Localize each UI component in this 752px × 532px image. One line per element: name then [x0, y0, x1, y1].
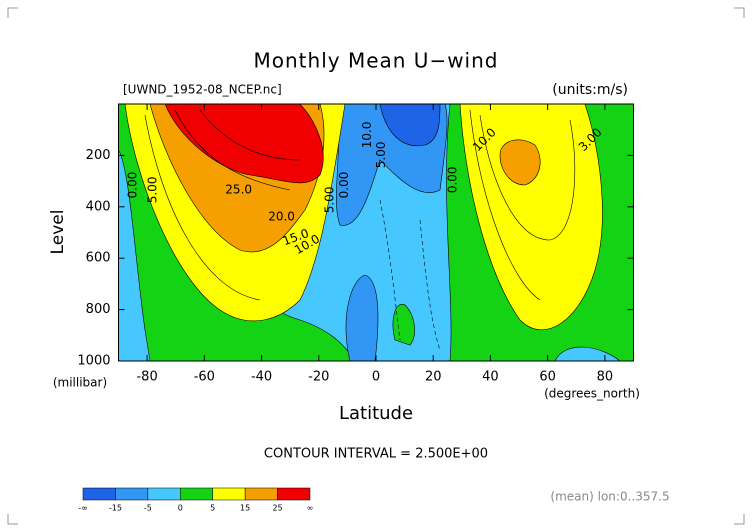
contour-region	[379, 103, 441, 147]
contour-line	[174, 109, 291, 191]
colorbar-label: 0	[178, 504, 183, 513]
contour-region	[164, 103, 324, 184]
colorbar-label: -∞	[78, 504, 88, 513]
units-label: (units:m/s)	[552, 82, 628, 98]
contour-label: 10.0	[360, 121, 374, 148]
y-tick-label: 200	[86, 148, 111, 163]
colorbar-cell	[82, 487, 116, 501]
x-tick-label: -60	[194, 370, 215, 385]
y-axis-units: (millibar)	[53, 376, 107, 390]
colorbar-cell	[212, 487, 246, 501]
contour-line	[419, 219, 441, 351]
contour-label: 5.00	[323, 187, 337, 214]
colorbar-label: 5	[210, 504, 215, 513]
contour-region	[554, 346, 621, 362]
colorbar-cell	[180, 487, 213, 501]
contour-label: 20.0	[268, 209, 295, 223]
contour-line	[469, 109, 541, 301]
x-tick-label: 0	[372, 370, 380, 385]
contour-region	[499, 139, 541, 186]
colorbar-label: 25	[272, 504, 282, 513]
y-tick-label: 1000	[77, 354, 110, 369]
colorbar-label: ∞	[307, 504, 314, 513]
contour-label: 25.0	[225, 182, 252, 196]
y-tick-label: 800	[86, 302, 111, 317]
contour-label: 5.00	[374, 142, 388, 169]
x-axis-title: Latitude	[339, 403, 413, 424]
colorbar-label: -15	[109, 504, 122, 513]
x-tick-label: 80	[597, 370, 614, 385]
contour-region	[345, 274, 379, 362]
x-tick-label: -40	[251, 370, 272, 385]
contour-line	[199, 109, 301, 161]
colorbar-cell	[244, 487, 278, 501]
contour-interval: CONTOUR INTERVAL = 2.500E+00	[264, 447, 488, 462]
contour-label: 0.00	[446, 166, 460, 193]
y-tick-label: 400	[86, 199, 111, 214]
contour-label: 5.00	[145, 176, 159, 203]
contour-line	[379, 199, 401, 341]
contour-label: 0.00	[125, 172, 139, 199]
colorbar-label: 15	[240, 504, 250, 513]
x-tick-label: -20	[308, 370, 329, 385]
dataset-label: [UWND_1952-08_NCEP.nc]	[123, 83, 282, 97]
crop-marks	[7, 7, 745, 525]
colorbar-label: -5	[144, 504, 152, 513]
note: (mean) lon:0..357.5	[550, 490, 669, 504]
colorbar-cell	[115, 487, 149, 501]
contour-region	[118, 148, 151, 362]
contour-field	[118, 103, 634, 362]
contour-line	[479, 114, 576, 241]
contour-region	[392, 303, 415, 346]
y-tick-label: 600	[86, 251, 111, 266]
x-axis-units: (degrees_north)	[544, 387, 640, 401]
contour-region	[459, 103, 603, 331]
contour-label: 0.00	[337, 172, 351, 199]
chart-title: Monthly Mean U−wind	[254, 49, 499, 73]
x-tick-label: 40	[482, 370, 499, 385]
y-axis-title: Level	[48, 210, 68, 255]
x-tick-label: 60	[539, 370, 556, 385]
x-tick-label: 20	[425, 370, 442, 385]
x-tick-label: -80	[136, 370, 157, 385]
colorbar-cell	[147, 487, 181, 501]
contour-line	[144, 114, 261, 301]
colorbar-cell	[277, 487, 311, 501]
